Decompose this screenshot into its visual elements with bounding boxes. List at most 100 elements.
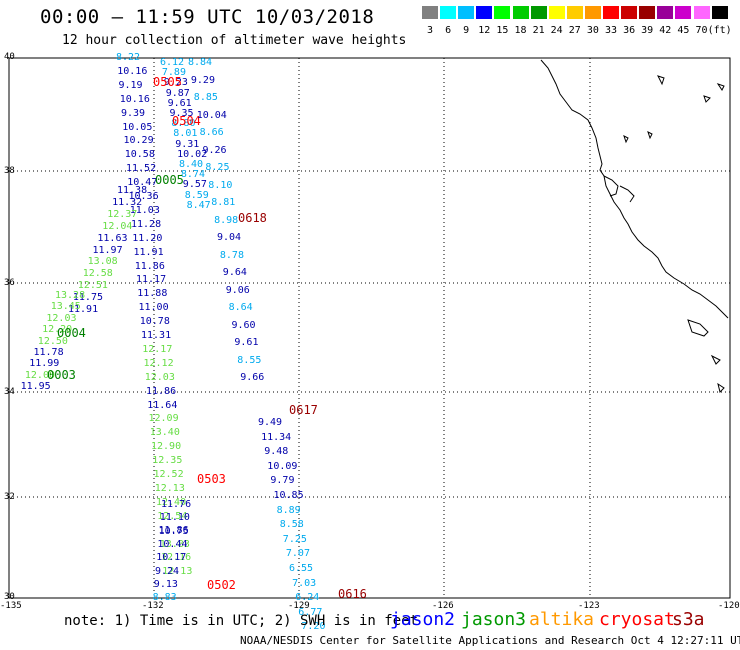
legend-s3a: s3a [672,609,705,630]
wave-height-value: 11.34 [261,431,292,443]
pass-time-label: 0616 [338,587,367,601]
lon-label-132: -132 [142,601,164,611]
wave-height-value: 11.78 [33,347,64,358]
scale-label: 3 [426,25,434,36]
scale-swatch [548,6,565,19]
wave-height-value: 7.03 [292,577,317,589]
wave-height-value: 12.52 [153,469,184,480]
pass-time-label: 0004 [57,326,86,340]
scale-swatch [603,6,619,19]
wave-height-value: 9.26 [202,144,227,156]
lon-label-123: -123 [578,601,600,611]
pass-time-label: 0005 [155,173,184,187]
wave-height-value: 11.03 [129,204,160,216]
wave-height-value: 8.74 [180,169,205,181]
coastline-main [540,59,729,319]
wave-height-value: 13.08 [87,256,118,268]
wave-height-value: 9.48 [264,446,289,458]
wave-height-value: 9.61 [167,97,192,109]
wave-height-value: 9.79 [270,475,295,487]
scale-label: 70 [695,25,708,36]
wave-height-value: 8.80 [171,118,196,130]
wave-height-value: 9.06 [225,284,250,296]
wave-height-value: 11.86 [134,260,165,272]
scale-swatch [512,6,529,19]
wave-height-value: 11.52 [126,163,157,175]
wave-height-value: 7.89 [161,67,186,79]
scale-swatch [422,6,438,19]
lake-1 [623,135,629,144]
map-frame [8,57,731,599]
lon-label-129: -129 [288,601,310,611]
wave-height-value: 8.59 [184,189,209,201]
scale-swatch [584,6,601,19]
scale-swatch [494,6,511,19]
scale-swatch [476,6,493,19]
wave-height-value: 9.60 [231,319,256,331]
wave-height-value: 11.38 [117,185,148,196]
legend-altika: altika [529,609,595,630]
wave-height-value: 10.05 [122,121,153,133]
lake-5 [647,131,653,140]
wave-height-value: 9.64 [222,267,247,278]
channel-island-3 [717,382,725,393]
scale-label: 21 [532,25,545,36]
wave-height-value: 8.22 [116,52,141,63]
wave-height-value: 12.35 [152,455,183,467]
wave-height-value: 12.04 [102,220,133,232]
channel-island-2 [710,354,721,365]
pass-time-label: 0502 [207,578,236,592]
legend-jason2: jason2 [390,609,456,630]
lat-label-32: 32 [4,492,15,502]
pass-time-label: 0003 [47,368,76,382]
credit-footer: NOAA/NESDIS Center for Satellite Applica… [240,634,740,647]
scale-swatch [440,6,457,19]
wave-height-value: 13.40 [149,427,180,439]
scale-label: 15 [496,25,509,36]
wave-height-value: 8.58 [279,519,304,531]
wave-height-value: 8.47 [186,199,211,211]
wave-height-value: 11.28 [131,218,162,230]
wave-height-value: 9.04 [217,232,242,243]
wave-height-value: 8.55 [237,354,262,366]
wave-height-value: 13.83 [159,538,190,550]
wave-height-value: 8.40 [179,159,204,170]
wave-height-value: 12.37 [107,208,138,220]
wave-height-value: 10.75 [158,525,189,537]
wave-height-value: 10.16 [117,65,148,77]
wave-height-value: 11.91 [133,246,164,258]
wave-height-value: 11.86 [158,524,189,536]
lake-3 [703,95,711,103]
wave-height-value: 6.24 [295,592,320,604]
wave-height-value: 8.83 [152,592,177,604]
scale-swatch [621,6,638,19]
wave-height-value: 8.10 [208,179,233,191]
wave-height-value: 10.36 [128,191,159,202]
wave-height-value: 12.03 [144,371,175,383]
scale-swatch [657,6,674,19]
scale-label: 30 [586,25,599,36]
pass-time-label: 0618 [238,211,267,225]
wave-height-value: 10.17 [156,552,187,564]
wave-height-value: 11.00 [138,302,169,314]
wave-height-value: 8.01 [173,128,198,140]
wave-height-value: 9.39 [121,107,146,119]
wave-height-value: 10.29 [123,135,154,147]
pass-time-label: 0503 [197,472,226,486]
map-subtitle: 12 hour collection of altimeter wave hei… [62,33,407,48]
wave-height-value: 12.58 [82,268,113,280]
wave-height-value: 11.99 [29,358,60,370]
wave-height-value: 6.12 [160,57,185,68]
wave-height-value: 12.16 [161,552,192,564]
wave-height-value: 7.07 [285,548,310,560]
wave-height-value: 11.32 [112,196,143,208]
wave-height-value: 12.54 [157,510,188,522]
wave-height-value: 8.78 [219,249,244,261]
wave-height-value: 11.20 [132,232,163,244]
wave-height-value: 13.45 [50,301,81,313]
scale-swatch [711,6,728,19]
wave-height-value: 9.61 [234,337,259,348]
wave-height-value: 10.16 [119,93,150,105]
wave-height-value: 11.76 [161,499,192,510]
